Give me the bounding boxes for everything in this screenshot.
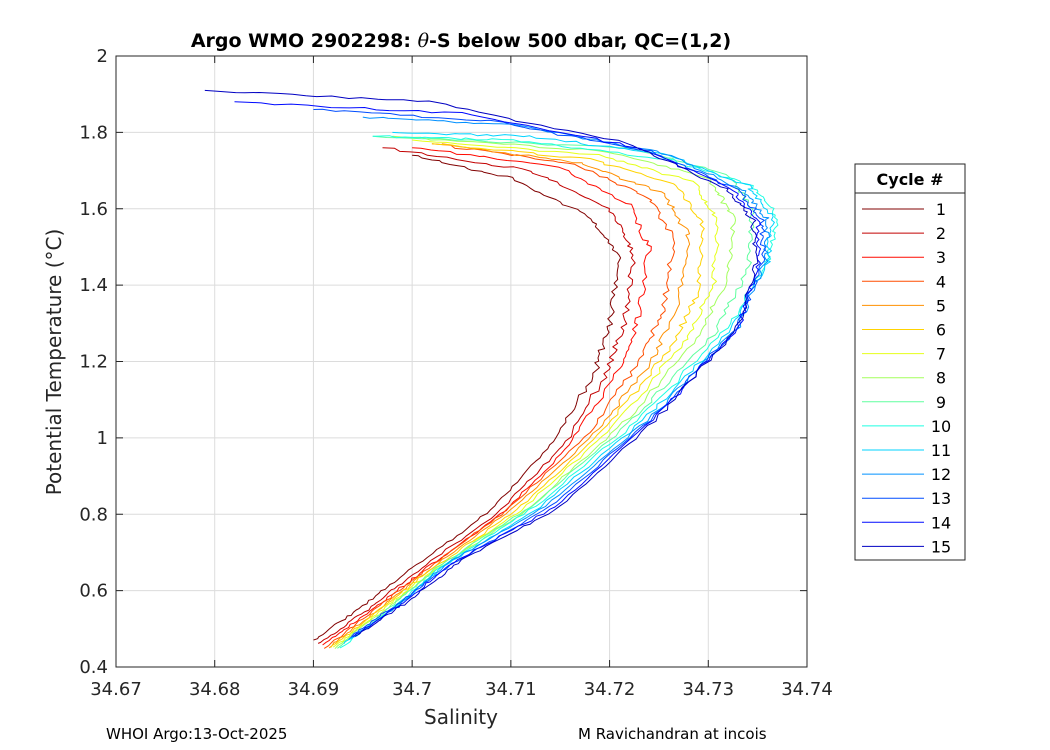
legend-label-cycle-13: 13 [931,489,951,508]
x-tick-label: 34.69 [288,679,340,700]
series-line-cycle-7 [333,139,720,648]
legend-label-cycle-9: 9 [936,393,946,412]
y-tick-label: 2 [97,46,108,67]
x-tick-label: 34.68 [189,679,241,700]
legend-label-cycle-6: 6 [936,321,946,340]
y-tick-label: 1 [97,428,108,449]
chart-title-prefix: Argo WMO 2902298: [191,30,418,52]
series-line-cycle-1 [313,154,622,641]
x-tick-label: 34.67 [90,679,142,700]
series-line-cycle-8 [334,135,736,650]
legend-box [854,163,966,561]
y-tick-label: 0.4 [79,657,108,678]
legend-label-cycle-1: 1 [936,200,946,219]
series-line-cycle-15 [204,89,759,637]
series-line-cycle-10 [339,135,779,649]
legend-label-cycle-5: 5 [936,296,946,315]
x-tick-label: 34.71 [485,679,537,700]
x-tick-label: 34.73 [683,679,735,700]
data-series [204,89,779,650]
y-tick-label: 1.6 [79,199,108,220]
y-tick-label: 0.6 [79,581,108,602]
legend-label-cycle-3: 3 [936,248,946,267]
y-tick-label: 1.8 [79,122,108,143]
chart-title-suffix: -S below 500 dbar, QC=(1,2) [429,30,731,52]
x-tick-label: 34.74 [781,679,833,700]
legend-label-cycle-15: 15 [931,537,951,556]
series-line-cycle-4 [323,143,676,649]
chart-title: Argo WMO 2902298: θ-S below 500 dbar, QC… [191,30,731,52]
x-axis-label: Salinity [424,705,498,729]
series-line-cycle-2 [317,147,636,644]
legend-label-cycle-12: 12 [931,465,951,484]
series-line-cycle-6 [330,143,705,648]
axis-ticks: 34.67 34.68 34.69 34.7 34.71 34.72 34.73 34.74 0… [79,46,832,700]
legend-label-cycle-14: 14 [931,513,951,532]
y-axis-label: Potential Temperature (°C) [42,229,66,496]
legend-label-cycle-10: 10 [931,417,951,436]
footer-credit-right: M Ravichandran at incois [578,725,767,743]
footer-credit-left: WHOI Argo:13-Oct-2025 [106,725,288,743]
legend-label-cycle-11: 11 [931,441,951,460]
y-tick-label: 1.2 [79,352,108,373]
legend-label-cycle-7: 7 [936,345,946,364]
legend-label-cycle-8: 8 [936,369,946,388]
legend-title: Cycle # [877,170,944,189]
x-tick-label: 34.7 [392,679,432,700]
legend-label-cycle-4: 4 [936,272,946,291]
x-tick-label: 34.72 [584,679,636,700]
legend-label-cycle-2: 2 [936,224,946,243]
y-tick-label: 1.4 [79,275,108,296]
y-tick-label: 0.8 [79,504,108,525]
chart-title-theta: θ [418,30,430,52]
